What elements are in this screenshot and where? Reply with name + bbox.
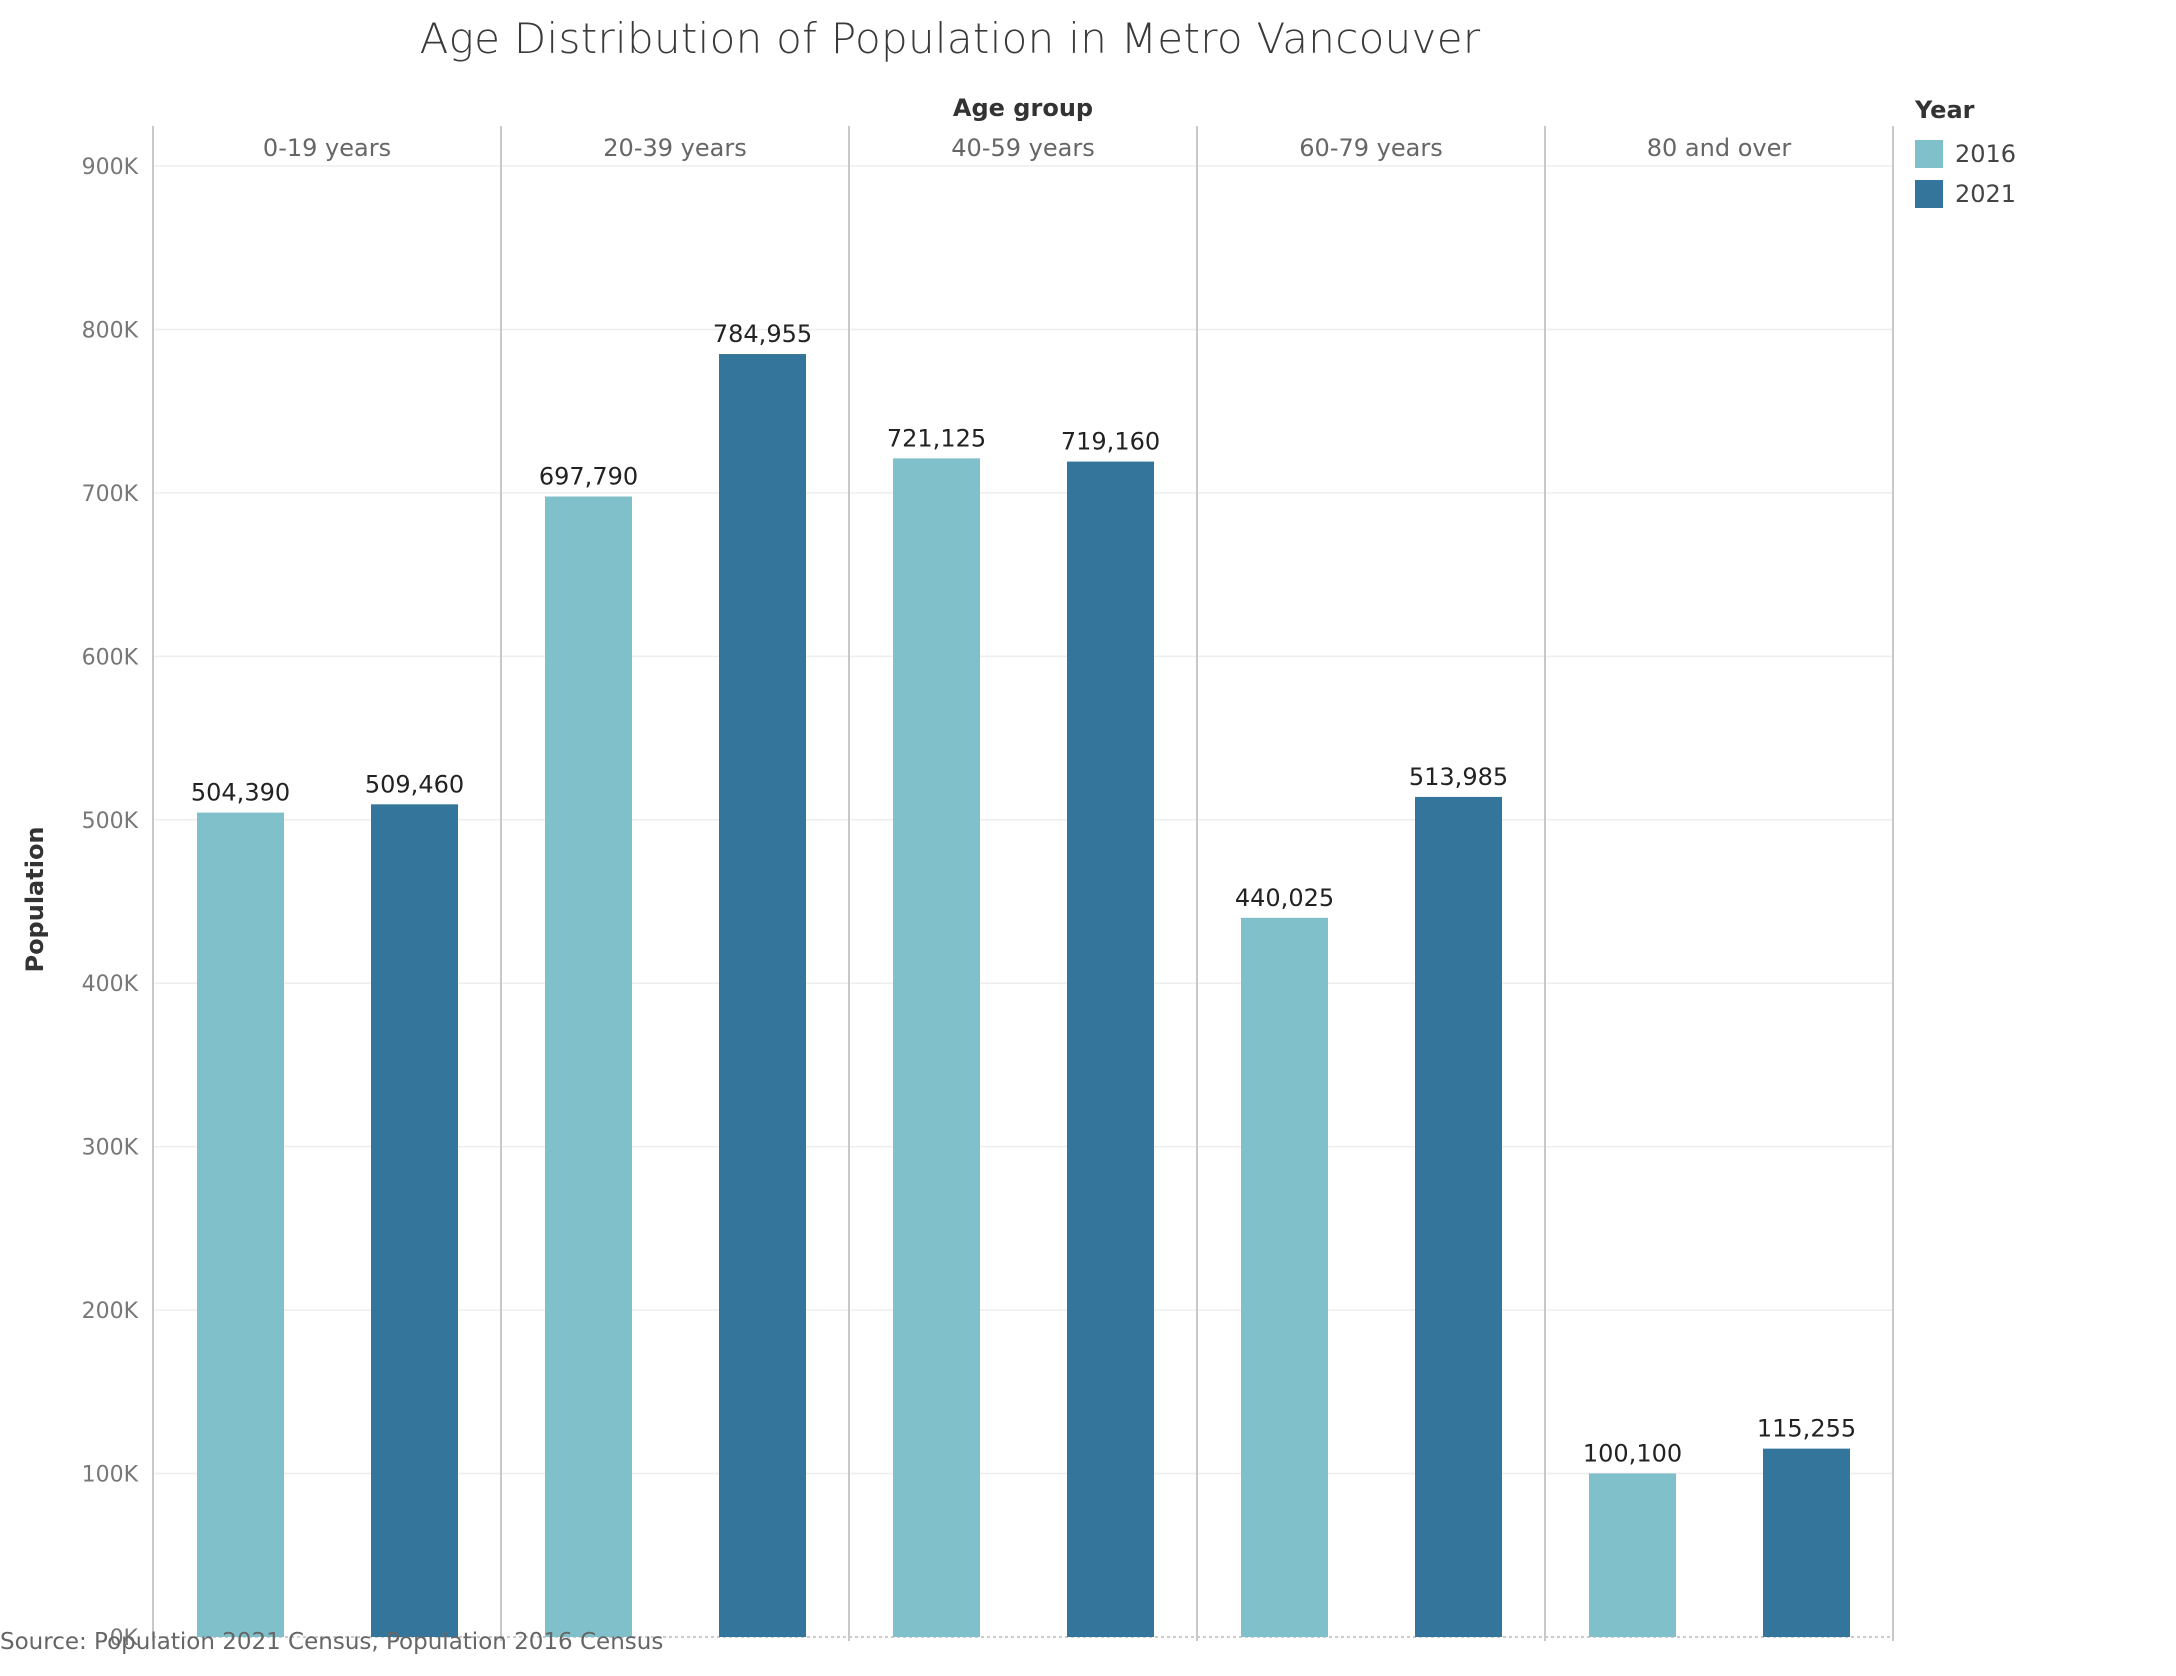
labels: 0K 100K 200K 300K 400K 500K 600K 700K 800K 900K 0-… — [82, 134, 1857, 1651]
y-tick-label: 500K — [82, 809, 139, 834]
legend-item-2016[interactable]: 2016 — [1915, 134, 2016, 174]
category-label: 80 and over — [1647, 134, 1792, 162]
bar-2016[interactable] — [1241, 917, 1328, 1637]
legend: Year 2016 2021 — [1915, 96, 2016, 214]
data-label: 100,100 — [1583, 1439, 1682, 1467]
bars — [197, 354, 1850, 1638]
chart-title: Age Distribution of Population in Metro … — [419, 14, 1481, 63]
y-tick-label: 600K — [82, 645, 139, 670]
source-note: Source: Population 2021 Census, Populati… — [0, 1629, 664, 1655]
y-tick-label: 100K — [82, 1463, 139, 1488]
legend-swatch-2021 — [1915, 180, 1943, 208]
data-label: 721,125 — [887, 424, 986, 452]
column-header: Age group — [953, 94, 1093, 122]
legend-item-2021[interactable]: 2021 — [1915, 174, 2016, 214]
data-label: 440,025 — [1235, 884, 1334, 912]
y-axis-title: Population — [21, 826, 49, 972]
y-tick-label: 300K — [82, 1136, 139, 1161]
category-label: 20-39 years — [603, 134, 746, 162]
y-tick-label: 400K — [82, 972, 139, 997]
bar-2016[interactable] — [197, 812, 284, 1637]
y-tick-label: 0K — [110, 1626, 139, 1651]
legend-title: Year — [1915, 96, 1975, 124]
legend-swatch-2016 — [1915, 140, 1943, 168]
bar-2016[interactable] — [893, 458, 980, 1638]
data-label: 504,390 — [191, 779, 290, 807]
data-label: 509,460 — [365, 770, 464, 798]
y-tick-label: 800K — [82, 318, 139, 343]
bar-2021[interactable] — [1415, 796, 1502, 1637]
legend-label-2016: 2016 — [1955, 140, 2017, 168]
bar-2021[interactable] — [1763, 1448, 1850, 1637]
y-tick-label: 700K — [82, 482, 139, 507]
data-label: 719,160 — [1061, 428, 1160, 456]
y-tick-label: 200K — [82, 1299, 139, 1324]
data-label: 697,790 — [539, 463, 638, 491]
bar-2016[interactable] — [1589, 1473, 1676, 1637]
data-label: 513,985 — [1409, 763, 1508, 791]
y-tick-label: 900K — [82, 155, 139, 180]
category-label: 0-19 years — [263, 134, 391, 162]
bar-2021[interactable] — [1067, 461, 1154, 1637]
category-label: 40-59 years — [951, 134, 1094, 162]
data-label: 115,255 — [1757, 1415, 1856, 1443]
bar-2021[interactable] — [371, 804, 458, 1637]
legend-label-2021: 2021 — [1955, 180, 2017, 208]
data-label: 784,955 — [713, 320, 812, 348]
bar-2021[interactable] — [719, 354, 806, 1637]
bar-2016[interactable] — [545, 496, 632, 1638]
panel-frames — [152, 126, 1894, 1641]
category-label: 60-79 years — [1299, 134, 1442, 162]
